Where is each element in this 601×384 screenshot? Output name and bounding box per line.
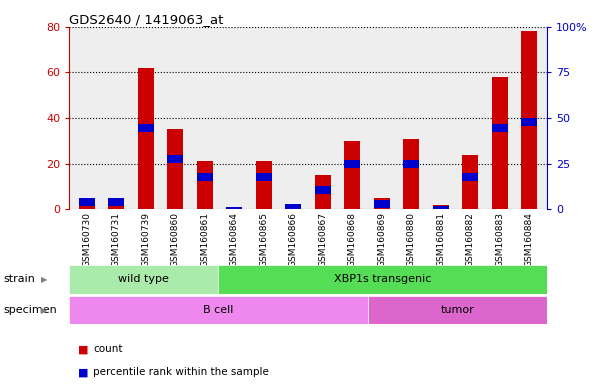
Text: B cell: B cell: [203, 305, 234, 315]
Bar: [344, 160, 361, 168]
Bar: [521, 31, 537, 209]
Bar: [108, 198, 124, 209]
Bar: [226, 207, 242, 215]
Text: tumor: tumor: [441, 305, 474, 315]
Bar: [108, 199, 124, 206]
Bar: [197, 161, 213, 209]
Bar: [79, 199, 95, 206]
Bar: [403, 160, 419, 168]
Text: XBP1s transgenic: XBP1s transgenic: [334, 274, 432, 285]
Bar: [285, 205, 301, 209]
Bar: [492, 124, 508, 132]
Bar: [462, 173, 478, 181]
Bar: [344, 141, 361, 209]
Bar: [285, 204, 301, 212]
Bar: [433, 205, 449, 209]
Text: ▶: ▶: [41, 306, 47, 314]
Bar: [69, 265, 218, 294]
Bar: [521, 118, 537, 126]
Bar: [315, 175, 331, 209]
Bar: [368, 296, 547, 324]
Bar: [462, 155, 478, 209]
Text: ■: ■: [78, 344, 88, 354]
Bar: [167, 129, 183, 209]
Bar: [197, 173, 213, 181]
Text: wild type: wild type: [118, 274, 169, 285]
Text: strain: strain: [3, 274, 35, 285]
Bar: [167, 155, 183, 162]
Text: ▶: ▶: [41, 275, 47, 284]
Bar: [374, 200, 390, 208]
Text: GDS2640 / 1419063_at: GDS2640 / 1419063_at: [69, 13, 224, 26]
Text: ■: ■: [78, 367, 88, 377]
Bar: [255, 173, 272, 181]
Text: percentile rank within the sample: percentile rank within the sample: [93, 367, 269, 377]
Bar: [69, 296, 368, 324]
Bar: [138, 124, 154, 132]
Bar: [255, 161, 272, 209]
Bar: [315, 185, 331, 194]
Bar: [403, 139, 419, 209]
Bar: [218, 265, 547, 294]
Bar: [226, 207, 242, 209]
Bar: [138, 68, 154, 209]
Text: count: count: [93, 344, 123, 354]
Bar: [433, 206, 449, 214]
Bar: [492, 77, 508, 209]
Bar: [374, 198, 390, 209]
Text: specimen: specimen: [3, 305, 56, 315]
Bar: [79, 198, 95, 209]
